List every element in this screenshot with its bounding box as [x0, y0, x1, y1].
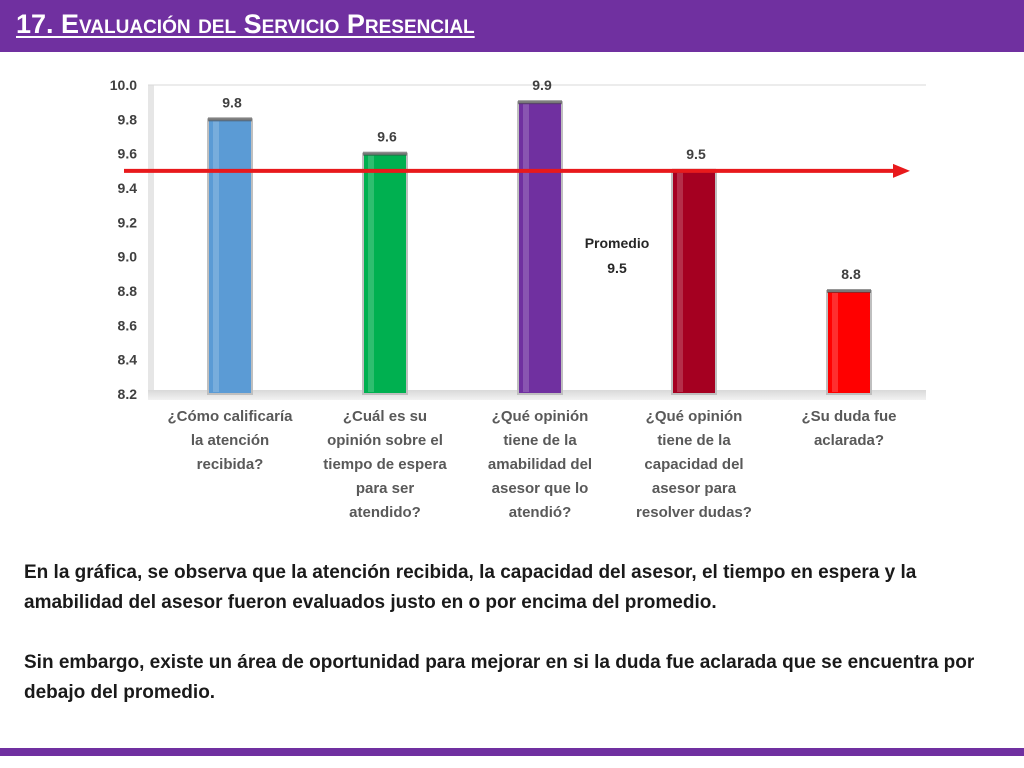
x-category-label-line: tiene de la: [657, 432, 731, 449]
x-category-label-line: atendido?: [349, 504, 421, 521]
average-line-arrowhead: [893, 163, 910, 178]
bar-highlight: [368, 155, 374, 392]
x-category-label-line: tiene de la: [503, 432, 577, 449]
x-category-label-line: resolver dudas?: [636, 504, 752, 521]
x-category-label-line: ¿Su duda fue: [801, 408, 897, 425]
y-tick-label: 10.0: [110, 77, 137, 93]
x-category-label-line: aclarada?: [813, 432, 885, 449]
y-tick-label: 9.2: [118, 214, 138, 230]
y-tick-label: 8.8: [118, 283, 138, 299]
bar-chart: 8.2 8.4 8.6 8.8 9.0 9.2 9.4 9.6 9.8 10.0 9.8 9.6 9.…: [110, 77, 926, 402]
bar-highlight: [523, 104, 529, 393]
bar-cap: [208, 117, 252, 122]
x-category-label-line: para ser: [355, 480, 415, 497]
bar-value-label: 9.5: [686, 146, 706, 162]
y-tick-label: 9.8: [118, 111, 138, 127]
y-tick-label: 9.6: [118, 146, 138, 162]
x-category-label-line: recibida?: [196, 456, 264, 473]
bar-highlight: [677, 172, 683, 392]
x-category-label-line: asesor para: [651, 480, 737, 497]
y-tick-label: 9.0: [118, 249, 138, 265]
x-category-label-line: amabilidad del: [487, 456, 593, 473]
bar-cap: [363, 151, 407, 156]
analysis-paragraph-2: Sin embargo, existe un área de oportunid…: [24, 652, 975, 703]
bar-value-label: 9.8: [222, 94, 242, 110]
x-category-label-line: opinión sobre el: [327, 432, 443, 449]
bar-value-label: 9.9: [532, 77, 552, 93]
bar-value-label: 8.8: [841, 266, 861, 282]
bar-highlight: [213, 121, 219, 392]
x-category-label-line: ¿Qué opinión: [491, 408, 589, 425]
bottom-bar: [0, 748, 1024, 756]
x-category-label-line: ¿Cuál es su: [342, 408, 428, 425]
x-category-label-line: ¿Qué opinión: [645, 408, 743, 425]
bar-cap: [518, 100, 562, 105]
average-label: Promedio: [585, 235, 650, 251]
x-category-label: ¿Qué opinión tiene de la capacidad del ases…: [619, 405, 769, 525]
x-category-label-line: tiempo de espera: [323, 456, 447, 473]
y-tick-label: 8.4: [118, 352, 138, 368]
x-category-label: ¿Cómo calificaría la atención recibida?: [155, 405, 305, 477]
x-category-label-line: asesor que lo: [491, 480, 589, 497]
x-category-label-line: capacidad del: [644, 456, 744, 473]
bar: [362, 152, 408, 395]
bar-cap: [827, 289, 871, 293]
y-tick-label: 9.4: [118, 180, 138, 196]
category-labels: ¿Cómo calificaría la atención recibida? ¿Cu…: [0, 405, 1024, 535]
x-category-label: ¿Qué opinión tiene de la amabilidad del ase…: [465, 405, 615, 525]
bar-value-label: 9.6: [377, 129, 397, 145]
x-category-label-line: ¿Cómo calificaría: [167, 408, 293, 425]
x-category-label: ¿Cuál es su opinión sobre el tiempo de esp…: [310, 405, 460, 525]
average-label: 9.5: [607, 260, 627, 276]
x-category-label-line: la atención: [190, 432, 270, 449]
x-category-label: ¿Su duda fue aclarada?: [774, 405, 924, 453]
y-tick-label: 8.2: [118, 386, 138, 402]
x-category-label-line: atendió?: [508, 504, 572, 521]
y-tick-label: 8.6: [118, 317, 138, 333]
title-bar: 17. Evaluación del Servicio Presencial: [0, 0, 1024, 52]
analysis-paragraph-1: En la gráfica, se observa que la atenció…: [24, 562, 917, 613]
y-axis-wall: [148, 85, 154, 394]
page-title: 17. Evaluación del Servicio Presencial: [16, 9, 475, 39]
bar-highlight: [832, 293, 838, 392]
